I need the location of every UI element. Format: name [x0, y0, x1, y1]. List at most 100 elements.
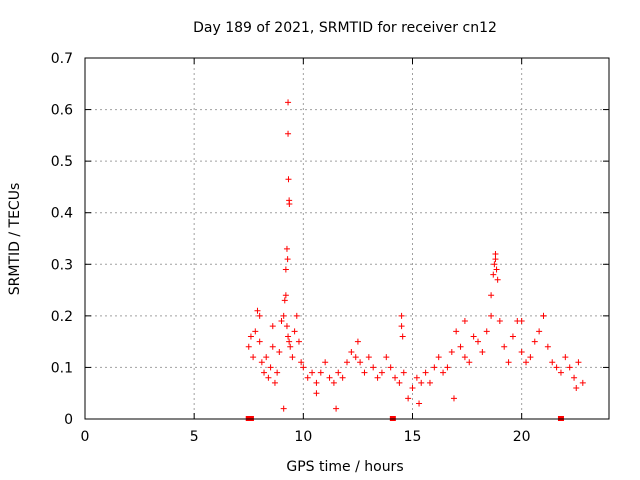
y-tick-label: 0 [64, 412, 73, 428]
data-point [295, 338, 302, 345]
data-point [418, 379, 425, 386]
data-point [488, 312, 495, 319]
data-point [317, 369, 324, 376]
data-point [444, 364, 451, 371]
data-point [518, 318, 525, 325]
data-point [335, 369, 342, 376]
x-tick-label: 0 [81, 429, 90, 445]
data-point [283, 323, 290, 330]
data-point [271, 379, 278, 386]
data-point [282, 266, 289, 273]
data-point [256, 338, 263, 345]
data-point [281, 297, 288, 304]
data-point [523, 359, 530, 366]
data-point [562, 354, 569, 361]
data-point [333, 405, 340, 412]
data-point [405, 395, 412, 402]
data-point [250, 354, 257, 361]
data-point [398, 312, 405, 319]
y-tick-label: 0.4 [51, 206, 73, 222]
x-tick-labels: 0 5 10 15 20 [81, 429, 531, 445]
data-point [399, 333, 406, 340]
y-tick-label: 0.5 [51, 154, 73, 170]
data-point [354, 338, 361, 345]
data-point [527, 354, 534, 361]
data-point [344, 359, 350, 366]
data-points [245, 99, 586, 412]
data-point [493, 266, 500, 273]
data-point [282, 292, 289, 299]
data-point [536, 328, 543, 335]
data-point [313, 390, 320, 397]
data-point [490, 271, 497, 278]
data-point [357, 359, 364, 366]
data-point [492, 256, 499, 263]
data-point [274, 369, 281, 376]
data-point [416, 400, 423, 407]
data-point [470, 333, 477, 340]
data-point [488, 292, 495, 299]
data-point [247, 333, 254, 340]
data-point [309, 369, 316, 376]
data-point [450, 395, 457, 402]
y-tick-label: 0.7 [51, 51, 73, 67]
data-point [322, 359, 329, 366]
data-point [276, 348, 283, 355]
data-point [370, 364, 377, 371]
data-point [267, 364, 274, 371]
data-point [258, 359, 265, 366]
data-point [291, 328, 298, 335]
x-tick-label: 15 [404, 429, 422, 445]
data-point [413, 374, 420, 381]
data-point [496, 318, 503, 325]
data-point [466, 359, 473, 366]
chart-title: Day 189 of 2021, SRMTID for receiver cn1… [193, 20, 497, 36]
data-point [557, 369, 564, 376]
data-point [300, 364, 307, 371]
data-point [566, 364, 573, 371]
data-point [392, 374, 399, 381]
data-point [326, 374, 333, 381]
data-point [287, 343, 294, 350]
data-point [492, 250, 499, 257]
data-point [378, 369, 385, 376]
x-axis-title: GPS time / hours [286, 459, 403, 475]
data-point [479, 348, 486, 355]
data-point [278, 318, 285, 325]
data-point [280, 312, 287, 319]
data-point [461, 318, 468, 325]
data-point [544, 343, 551, 350]
data-point [387, 364, 394, 371]
data-point [549, 359, 556, 366]
data-point [422, 369, 429, 376]
axis-ticks [84, 57, 609, 420]
data-point [286, 200, 293, 207]
data-point [409, 385, 416, 392]
data-point [348, 348, 355, 355]
data-point [494, 276, 501, 283]
data-point [254, 307, 261, 314]
y-tick-labels: 0 0.1 0.2 0.3 0.4 0.5 0.6 0.7 [51, 51, 73, 428]
data-point [553, 364, 560, 371]
plot-frame [84, 57, 610, 420]
data-point [435, 354, 442, 361]
data-point [440, 369, 447, 376]
data-point [400, 369, 407, 376]
data-point [285, 176, 292, 183]
data-point [483, 328, 490, 335]
data-point [286, 338, 293, 345]
data-point [265, 374, 272, 381]
data-point [540, 312, 547, 319]
data-point [285, 99, 292, 106]
data-point [245, 343, 252, 350]
x-tick-label: 5 [190, 429, 199, 445]
data-point [374, 374, 381, 381]
data-point [491, 261, 498, 268]
y-tick-label: 0.6 [51, 103, 73, 119]
data-point [263, 354, 270, 361]
data-point [352, 354, 359, 361]
data-point [283, 245, 290, 252]
data-point [575, 359, 582, 366]
data-point [313, 379, 320, 386]
